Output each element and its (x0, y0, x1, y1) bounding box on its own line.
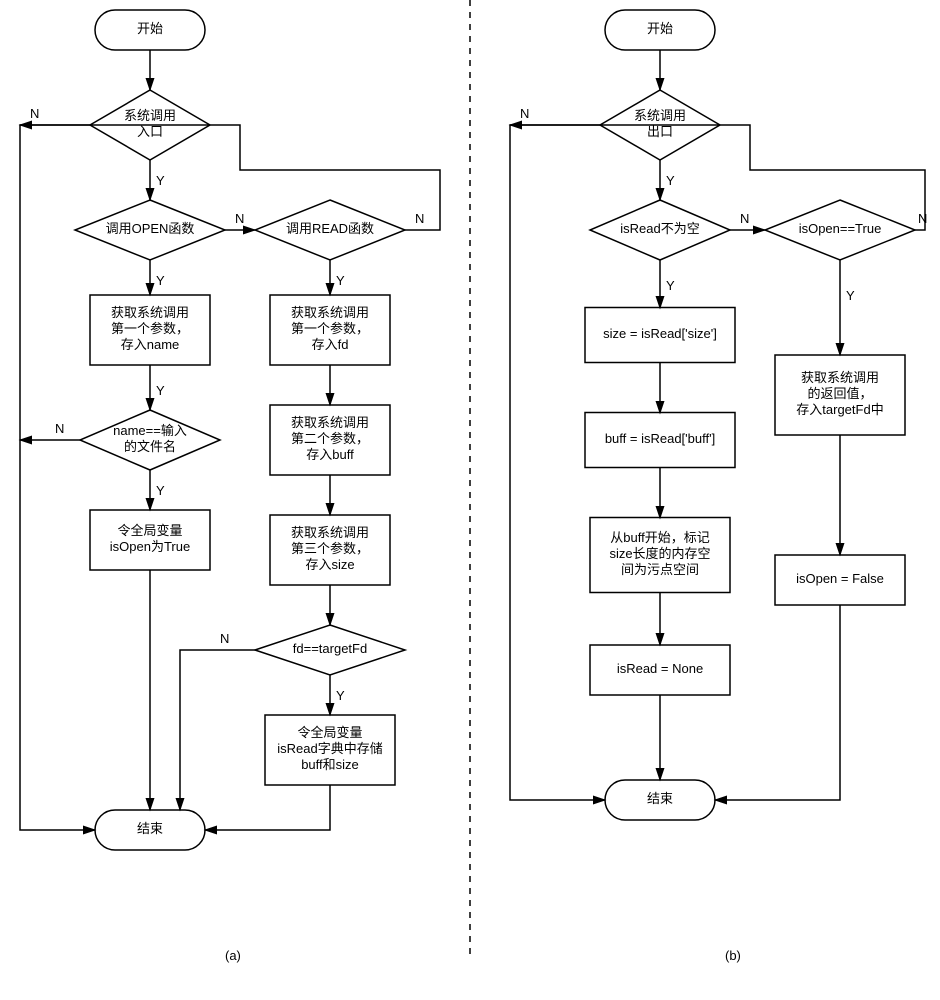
svg-text:isOpen = False: isOpen = False (796, 571, 884, 586)
svg-text:isRead = None: isRead = None (617, 661, 703, 676)
svg-text:N: N (235, 211, 244, 226)
svg-text:Y: Y (666, 173, 675, 188)
edge (205, 785, 330, 830)
svg-text:isOpen==True: isOpen==True (799, 221, 882, 236)
svg-text:(b): (b) (725, 948, 741, 963)
svg-text:开始: 开始 (137, 21, 163, 36)
svg-text:Y: Y (336, 688, 345, 703)
svg-text:N: N (918, 211, 927, 226)
svg-text:获取系统调用第一个参数，存入name: 获取系统调用第一个参数，存入name (111, 305, 189, 352)
svg-text:(a): (a) (225, 948, 241, 963)
svg-text:N: N (415, 211, 424, 226)
svg-text:获取系统调用的返回值，存入targetFd中: 获取系统调用的返回值，存入targetFd中 (796, 370, 883, 417)
svg-text:N: N (30, 106, 39, 121)
svg-text:结束: 结束 (137, 821, 163, 836)
svg-text:size = isRead['size']: size = isRead['size'] (603, 326, 717, 341)
edge (180, 650, 255, 810)
svg-text:结束: 结束 (647, 791, 673, 806)
svg-text:name==输入的文件名: name==输入的文件名 (113, 423, 187, 454)
svg-text:Y: Y (156, 273, 165, 288)
svg-text:Y: Y (336, 273, 345, 288)
svg-text:isRead不为空: isRead不为空 (620, 221, 699, 236)
svg-text:Y: Y (666, 278, 675, 293)
svg-text:令全局变量isOpen为True: 令全局变量isOpen为True (110, 523, 190, 554)
svg-text:fd==targetFd: fd==targetFd (293, 641, 367, 656)
svg-text:N: N (220, 631, 229, 646)
svg-text:从buff开始，标记size长度的内存空间为污点空间: 从buff开始，标记size长度的内存空间为污点空间 (609, 530, 710, 577)
svg-text:Y: Y (156, 173, 165, 188)
svg-text:buff = isRead['buff']: buff = isRead['buff'] (605, 431, 715, 446)
svg-text:Y: Y (846, 288, 855, 303)
svg-text:Y: Y (156, 383, 165, 398)
svg-text:N: N (55, 421, 64, 436)
svg-text:N: N (520, 106, 529, 121)
edge (715, 605, 840, 800)
svg-text:N: N (740, 211, 749, 226)
edge (20, 125, 440, 230)
svg-text:调用OPEN函数: 调用OPEN函数 (106, 221, 195, 236)
svg-text:调用READ函数: 调用READ函数 (286, 221, 374, 236)
svg-text:Y: Y (156, 483, 165, 498)
svg-text:开始: 开始 (647, 21, 673, 36)
